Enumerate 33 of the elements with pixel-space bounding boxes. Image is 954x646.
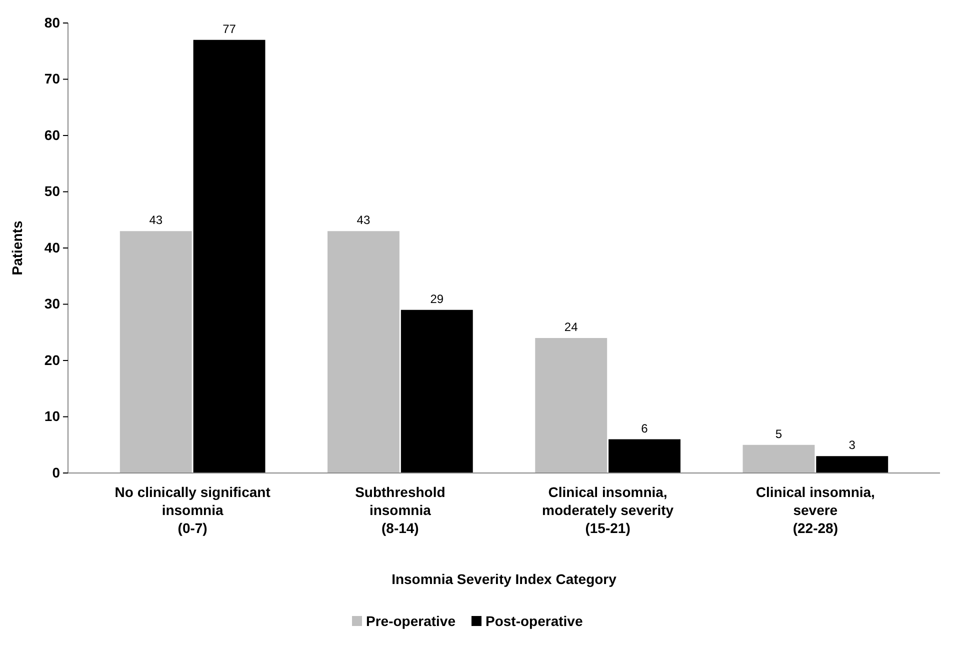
data-label: 24 — [564, 320, 578, 334]
bar — [120, 231, 192, 473]
y-tick-label: 70 — [44, 70, 60, 87]
data-label: 5 — [775, 426, 782, 441]
x-tick-label: Clinical insomnia, severe (22-28) — [756, 484, 875, 536]
x-tick-label: Clinical insomnia, moderately severity (15-21) — [542, 484, 674, 536]
x-tick-label: Subthreshold insomnia (8-14) — [355, 484, 446, 536]
x-axis-title: Insomnia Severity Index Category — [392, 571, 617, 587]
data-label: 29 — [430, 292, 444, 306]
data-label: 6 — [641, 421, 648, 436]
data-label: 43 — [149, 213, 163, 228]
data-label: 3 — [848, 438, 856, 452]
data-label: 43 — [356, 213, 370, 228]
bar — [608, 439, 680, 473]
legend-label: Pre-operative — [366, 613, 456, 629]
bar — [328, 231, 400, 473]
y-tick-label: 0 — [52, 464, 60, 480]
y-tick-label: 40 — [44, 239, 60, 256]
bar — [193, 40, 266, 473]
bar — [742, 444, 815, 473]
bar — [535, 338, 608, 473]
legend-label: Post-operative — [485, 613, 583, 629]
y-tick-label: 80 — [44, 14, 60, 30]
y-tick-label: 10 — [44, 408, 60, 424]
y-tick-label: 60 — [44, 126, 60, 143]
y-tick-label: 30 — [44, 296, 60, 312]
y-tick-label: 20 — [44, 352, 60, 368]
x-tick-label: No clinically significant insomnia (0-7) — [114, 484, 271, 536]
data-label: 77 — [222, 22, 236, 36]
y-axis-title: Patients — [9, 220, 25, 276]
y-tick-label: 50 — [44, 183, 60, 200]
bar — [816, 456, 888, 473]
bar — [400, 310, 473, 473]
